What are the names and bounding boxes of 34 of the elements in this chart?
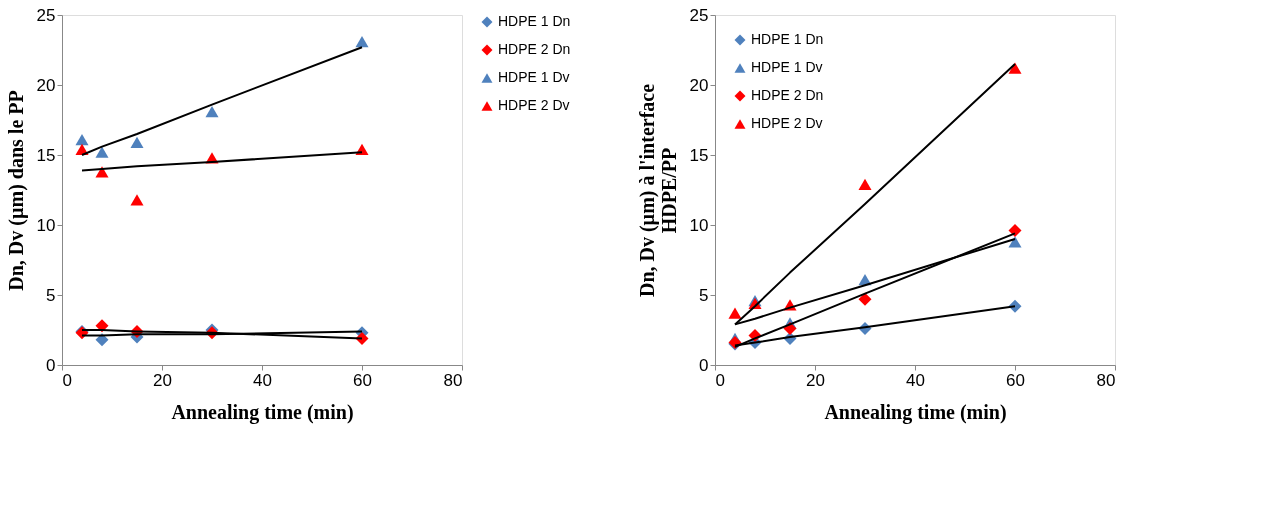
legend-label: HDPE 2 Dv: [751, 115, 823, 131]
x-tick-label: 0: [62, 370, 72, 390]
y-tick-label: 5: [46, 285, 56, 305]
x-tick-label: 80: [443, 370, 463, 390]
y-tick-label: 15: [689, 145, 709, 165]
x-tick-label: 20: [806, 370, 825, 390]
y-tick-label: 15: [36, 145, 56, 165]
y-tick-label: 0: [46, 355, 56, 375]
y-tick-label: 10: [36, 215, 56, 235]
y-tick-label: 25: [36, 5, 56, 25]
y-tick-label: 20: [689, 75, 709, 95]
x-tick-label: 60: [353, 370, 372, 390]
y-tick-label: 10: [689, 215, 709, 235]
x-tick-label: 0: [715, 370, 725, 390]
x-tick-label: 80: [1096, 370, 1116, 390]
legend-label: HDPE 1 Dn: [498, 13, 571, 29]
y-tick-label: 20: [36, 75, 56, 95]
legend-label: HDPE 2 Dn: [498, 41, 571, 57]
legend-label: HDPE 1 Dv: [751, 59, 823, 75]
x-tick-label: 40: [906, 370, 925, 390]
y-axis-title: Dn, Dv (µm) à l'interface HDPE/PP: [635, 83, 680, 298]
x-tick-label: 60: [1006, 370, 1025, 390]
x-tick-label: 20: [153, 370, 172, 390]
x-axis-title: Annealing time (min): [824, 400, 1007, 424]
x-axis-title: Annealing time (min): [171, 400, 354, 424]
y-axis-title: Dn, Dv (µm) dans le PP: [4, 90, 28, 291]
legend-label: HDPE 1 Dn: [751, 31, 824, 47]
legend-label: HDPE 1 Dv: [498, 69, 570, 85]
legend-label: HDPE 2 Dv: [498, 97, 570, 113]
y-tick-label: 0: [699, 355, 709, 375]
x-tick-label: 40: [253, 370, 272, 390]
legend-label: HDPE 2 Dn: [751, 87, 824, 103]
y-tick-label: 5: [699, 285, 709, 305]
y-tick-label: 25: [689, 5, 709, 25]
